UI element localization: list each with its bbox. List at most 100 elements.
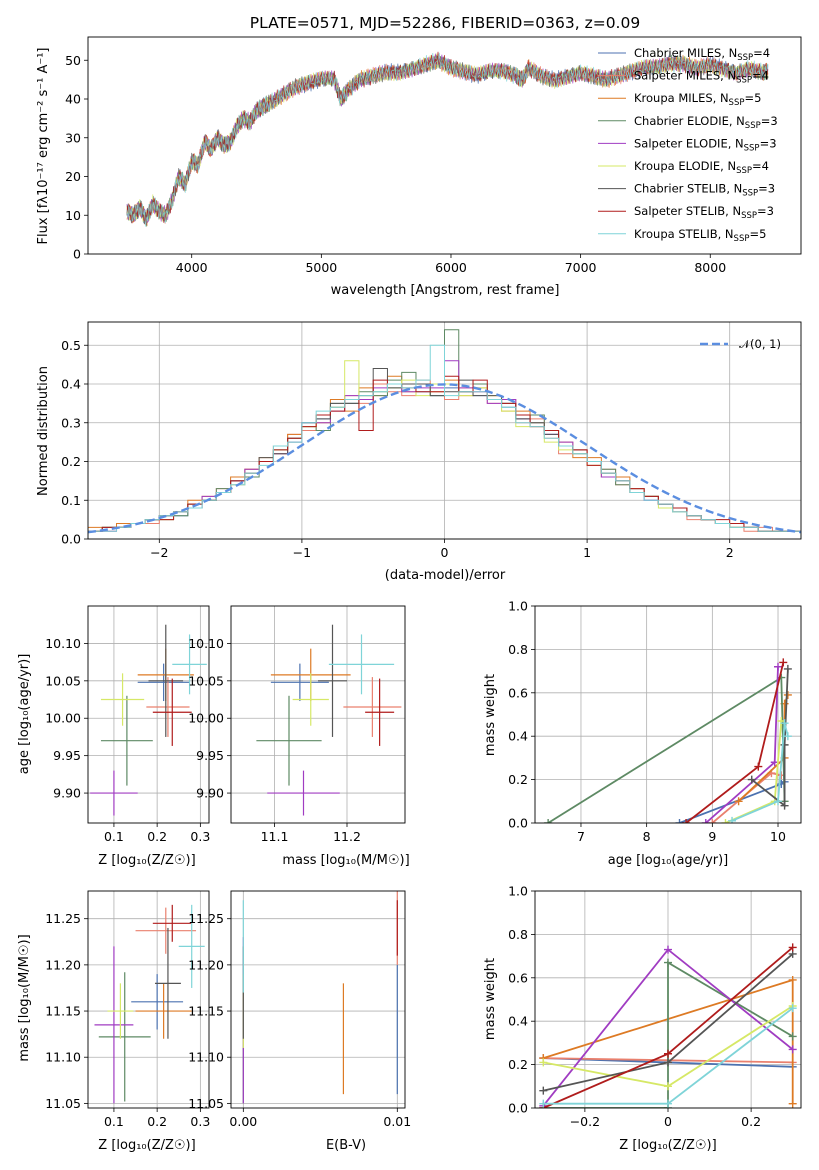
y-tick-label: 0.2	[508, 1057, 528, 1072]
y-tick-label: 10.10	[45, 636, 81, 651]
panel-5: 0.1 0.2 0.3 11.05 11.10 11.15 11.20 11.25	[45, 890, 210, 1129]
y-tick-label: 11.05	[188, 1096, 224, 1111]
weight-marker-6	[780, 801, 789, 810]
y-tick-label: 20	[65, 169, 81, 184]
legend-count: =5	[749, 227, 766, 241]
x-tick-label: 0.2	[741, 1114, 761, 1129]
weight-marker-5	[664, 1082, 672, 1091]
y-tick-label: 10.05	[188, 673, 224, 688]
legend-subscript: SSP	[742, 189, 758, 199]
legend-subscript: SSP	[736, 76, 752, 86]
mass-z-y-label: mass [log₁₀(M/M☉)]	[17, 934, 32, 1061]
axes-frame	[87, 36, 802, 255]
legend-subscript: SSP	[734, 234, 750, 244]
x-tick-label: 0.00	[229, 1114, 257, 1129]
legend-label-4: Salpeter ELODIE, NSSP=3	[634, 136, 777, 153]
weight-marker-8	[783, 732, 792, 741]
panel-marks	[90, 624, 207, 816]
axes-frame	[230, 605, 406, 824]
weight-marker-6	[747, 775, 756, 784]
weight-marker-5	[721, 819, 730, 823]
x-tick-label: −2	[150, 545, 168, 560]
y-tick-label: 0	[73, 247, 81, 262]
panel-0: 4000 5000 6000 7000 8000 0 10 20 30 40 50 Chabrier …	[65, 36, 802, 275]
y-tick-label: 0.3	[61, 415, 81, 430]
mw-z-y-label: mass weight	[483, 958, 498, 1040]
panel-marks	[544, 658, 792, 823]
x-tick-label: 8000	[694, 260, 726, 275]
legend-subscript: SSP	[744, 143, 760, 153]
legend-label-7: Salpeter STELIB, NSSP=3	[634, 204, 774, 221]
legend-count: =3	[761, 114, 778, 128]
legend-subscript: SSP	[729, 98, 745, 108]
axes-frame	[87, 605, 210, 824]
legend-label-2: Kroupa MILES, NSSP=5	[634, 91, 761, 108]
x-tick-label: −1	[293, 545, 311, 560]
x-tick-label: 0.3	[190, 829, 210, 844]
weight-marker-7	[664, 1049, 672, 1058]
age-z-x-label: Z [log₁₀(Z/Z☉)]	[98, 853, 195, 868]
weight-marker-7	[754, 762, 763, 771]
weight-line-6	[751, 668, 789, 808]
y-tick-label: 0.8	[508, 927, 528, 942]
weight-marker-6	[783, 664, 792, 673]
x-tick-label: 0.01	[383, 1114, 411, 1129]
axes-frame	[534, 890, 802, 1109]
legend-count: =4	[752, 159, 769, 173]
y-tick-label: 1.0	[508, 599, 528, 614]
panel-marks	[256, 624, 402, 816]
weight-marker-8	[788, 1004, 797, 1013]
weight-marker-8	[539, 1099, 548, 1108]
y-tick-label: 0.8	[508, 642, 528, 657]
y-tick-label: 9.95	[196, 748, 224, 763]
x-tick-label: 0.1	[104, 829, 124, 844]
y-tick-label: 0.2	[508, 772, 528, 787]
weight-marker-8	[780, 719, 789, 728]
y-tick-label: 10	[65, 208, 81, 223]
panel-4: 7 8 9 10 0.0 0.2 0.4 0.6 0.8 1.0	[508, 599, 802, 844]
panel-marks	[242, 891, 398, 1104]
y-tick-label: 11.20	[45, 957, 81, 972]
x-tick-label: 8	[643, 829, 651, 844]
mass-ebv-x-label: E(B-V)	[326, 1138, 366, 1153]
x-tick-label: 0	[664, 1114, 672, 1129]
y-tick-label: 0.0	[61, 532, 81, 547]
x-tick-label: 6000	[435, 260, 467, 275]
y-tick-label: 0.4	[508, 1014, 528, 1029]
legend-label-8: Kroupa STELIB, NSSP=5	[634, 227, 766, 244]
y-tick-label: 0.2	[61, 454, 81, 469]
mass-z-x-label: Z [log₁₀(Z/Z☉)]	[98, 1138, 195, 1153]
legend-count: =4	[753, 46, 770, 60]
weight-marker-8	[774, 797, 783, 806]
weight-marker-8	[664, 1099, 672, 1108]
panel-marks	[88, 329, 801, 539]
panel-marks	[126, 51, 769, 227]
weight-marker-8	[728, 816, 737, 823]
y-tick-label: 9.95	[53, 748, 81, 763]
legend-count: =3	[757, 204, 774, 218]
age-mass-x-label: mass [log₁₀(M/M☉)]	[282, 853, 409, 868]
panel-marks	[94, 904, 205, 1104]
x-tick-label: −0.2	[570, 1114, 600, 1129]
x-tick-label: 10	[770, 829, 786, 844]
weight-marker-1	[708, 819, 717, 823]
axes-frame	[87, 890, 210, 1109]
legend-label-1: Salpeter MILES, NSSP=4	[634, 69, 769, 86]
axes-frame	[87, 321, 802, 540]
y-tick-label: 0.6	[508, 685, 528, 700]
legend-label-5: Kroupa ELODIE, NSSP=4	[634, 159, 769, 176]
panel-3: 11.1 11.2 9.90 9.95 10.00 10.05 10.10	[188, 605, 406, 844]
weight-marker-3	[788, 1032, 797, 1041]
y-tick-label: 11.25	[188, 911, 224, 926]
panel-1: −2 −1 0 1 2 0.0 0.1 0.2 0.3 0.4 0.5 𝒩(0, 1)	[61, 321, 802, 560]
histogram-y-label: Normed distribution	[36, 366, 51, 496]
y-tick-label: 30	[65, 130, 81, 145]
y-tick-label: 11.15	[45, 1004, 81, 1019]
y-tick-label: 40	[65, 92, 81, 107]
x-tick-label: 9	[708, 829, 716, 844]
y-tick-label: 11.25	[45, 911, 81, 926]
figure-title: PLATE=0571, MJD=52286, FIBERID=0363, z=0…	[250, 14, 640, 32]
weight-marker-2	[788, 975, 797, 984]
y-tick-label: 11.10	[188, 1050, 224, 1065]
